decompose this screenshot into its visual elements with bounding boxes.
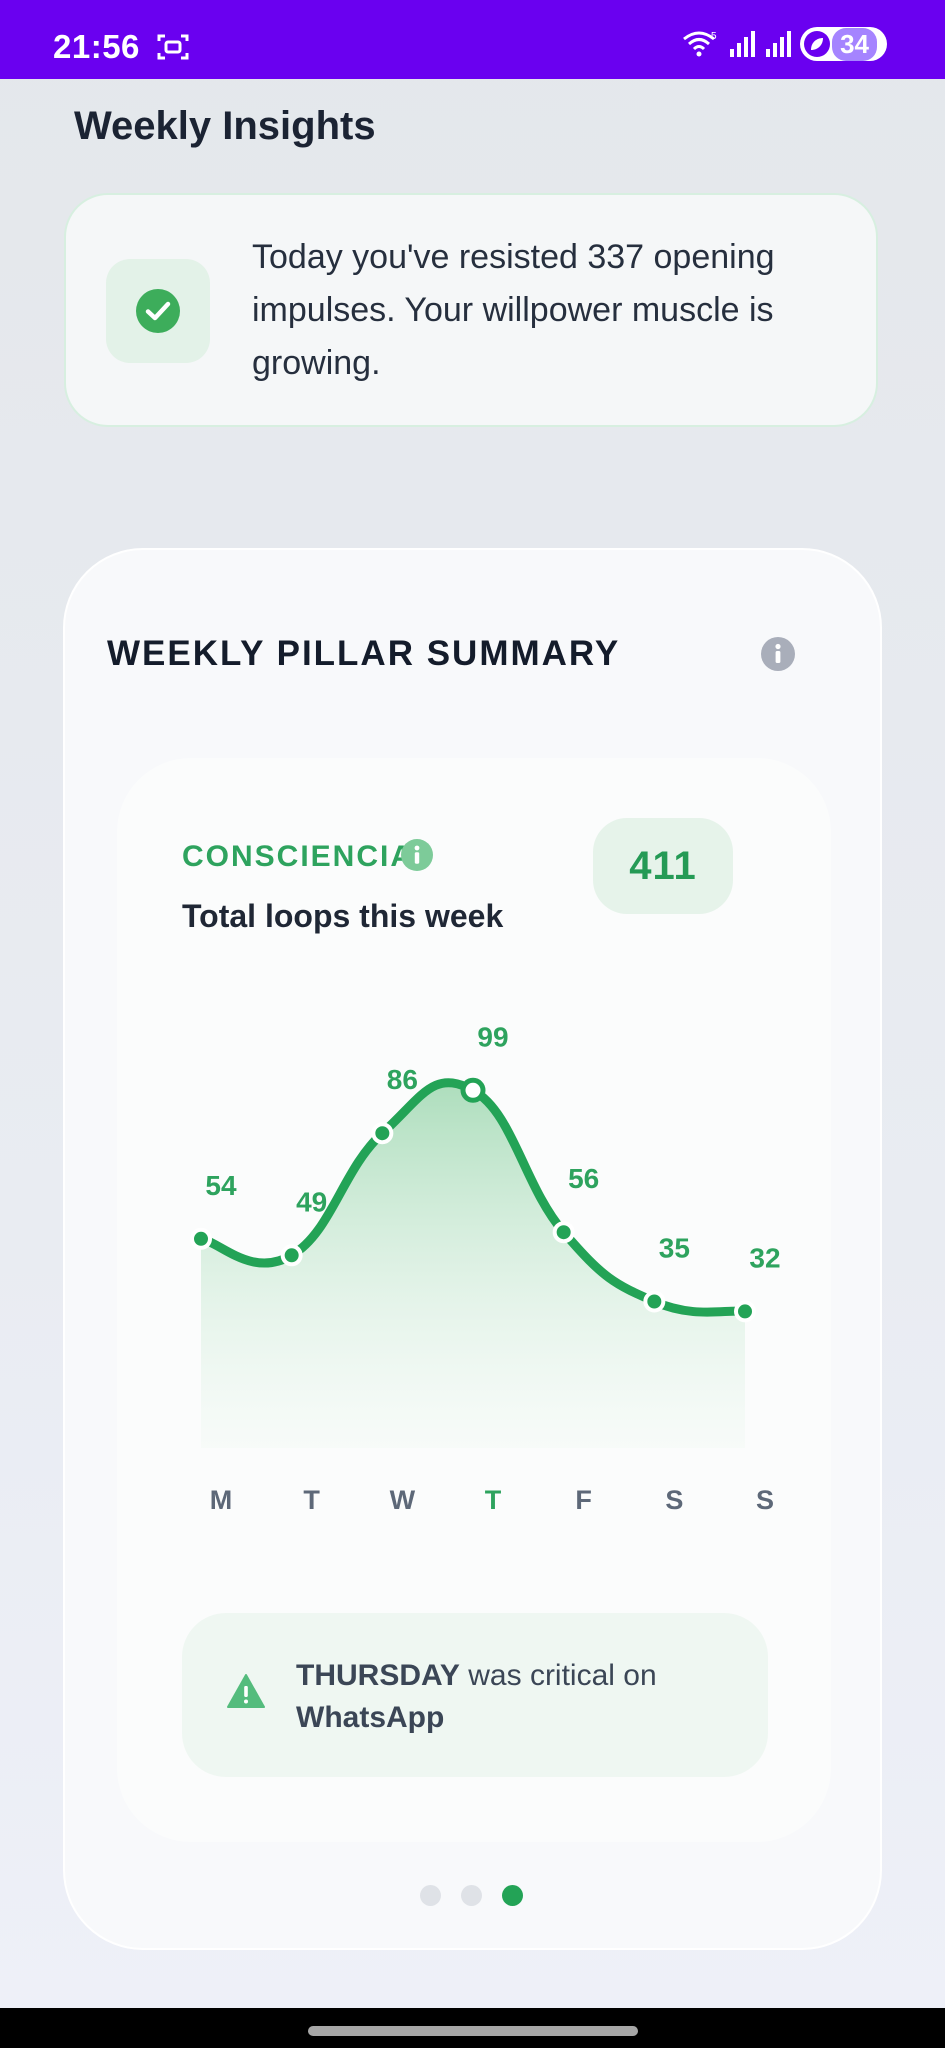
critical-text: THURSDAY was critical on WhatsApp [296, 1655, 736, 1739]
weekly-total-badge: 411 [593, 818, 733, 914]
loops-area-chart: 54 M 49 T 86 W 99 T 56 F 35 S 32 S [190, 1021, 781, 1515]
chart-point[interactable] [371, 1122, 394, 1145]
warning-icon [227, 1674, 265, 1708]
signal-icon [766, 31, 792, 57]
pillar-summary-title: WEEKLY PILLAR SUMMARY [107, 634, 621, 673]
info-icon[interactable] [760, 636, 796, 672]
chart-point[interactable] [734, 1300, 756, 1323]
x-axis-tick-label: T [303, 1485, 320, 1515]
chart-point[interactable] [280, 1244, 303, 1267]
status-bar: 21:56 5 34 [0, 0, 945, 79]
chart-point[interactable] [460, 1077, 486, 1103]
x-axis-tick-label: T [485, 1485, 502, 1515]
chart-data-label: 56 [568, 1163, 599, 1194]
chart-data-label: 99 [477, 1021, 508, 1052]
pillar-subtitle: Total loops this week [182, 898, 504, 934]
svg-text:5: 5 [711, 31, 717, 42]
critical-app: WhatsApp [296, 1701, 445, 1734]
pagination-dots [420, 1885, 523, 1906]
wifi-icon: 5 [683, 31, 717, 57]
x-axis-tick-label: M [210, 1485, 233, 1515]
x-axis-tick-label: S [665, 1485, 683, 1515]
check-circle-icon [136, 289, 180, 333]
x-axis-tick-label: S [756, 1485, 774, 1515]
pagination-dot[interactable] [420, 1885, 441, 1906]
pillar-chart-card[interactable]: CONSCIENCIA Total loops this week 411 54… [117, 758, 831, 1842]
x-axis-tick-label: W [390, 1485, 416, 1515]
chart-data-label: 35 [659, 1233, 690, 1264]
info-icon[interactable] [400, 838, 434, 872]
pagination-dot[interactable] [502, 1885, 523, 1906]
page-title: Weekly Insights [74, 104, 376, 148]
chart-data-label: 86 [387, 1064, 418, 1095]
status-time: 21:56 [53, 28, 140, 65]
pillar-label: CONSCIENCIA [182, 840, 415, 873]
insight-text: Today you've resisted 337 opening impuls… [252, 238, 775, 382]
x-axis-tick-label: F [575, 1485, 592, 1515]
chart-point[interactable] [552, 1221, 575, 1244]
chart-area-fill [201, 1082, 745, 1448]
insight-card: Today you've resisted 337 opening impuls… [64, 193, 878, 427]
pagination-dot[interactable] [461, 1885, 482, 1906]
insight-icon-box [106, 259, 210, 363]
chart-data-label: 32 [749, 1242, 780, 1273]
critical-middle: was critical on [459, 1659, 657, 1692]
battery-saver-icon [804, 31, 831, 57]
critical-day-notice: THURSDAY was critical on WhatsApp [182, 1613, 768, 1777]
critical-day: THURSDAY [296, 1659, 460, 1692]
chart-point[interactable] [190, 1227, 212, 1250]
weekly-pillar-card: WEEKLY PILLAR SUMMARY CONSCIENCIA Total … [63, 548, 882, 1950]
battery-level: 34 [832, 27, 877, 61]
chart-data-label: 54 [205, 1170, 237, 1201]
home-gesture-handle[interactable] [308, 2026, 638, 2036]
signal-icon [730, 31, 756, 57]
chart-point[interactable] [643, 1290, 666, 1313]
chart-data-label: 49 [296, 1186, 327, 1217]
screenshot-icon [157, 34, 189, 60]
battery-indicator: 34 [800, 27, 887, 61]
